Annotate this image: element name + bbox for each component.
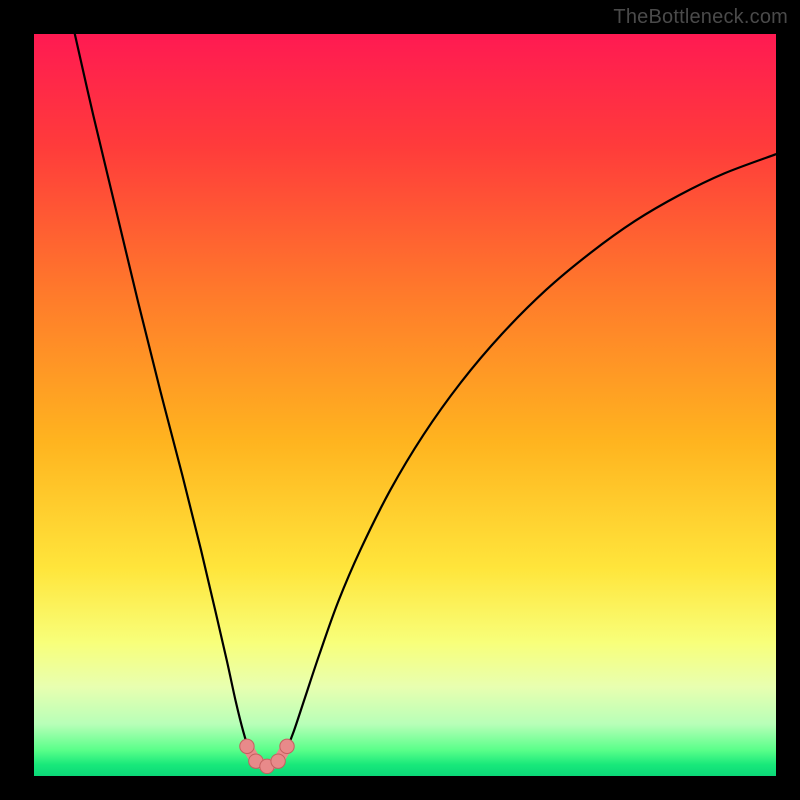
watermark-text: TheBottleneck.com — [613, 6, 788, 29]
plot-area — [34, 34, 776, 776]
gradient-background — [34, 34, 776, 776]
chart-canvas: TheBottleneck.com — [0, 0, 800, 800]
